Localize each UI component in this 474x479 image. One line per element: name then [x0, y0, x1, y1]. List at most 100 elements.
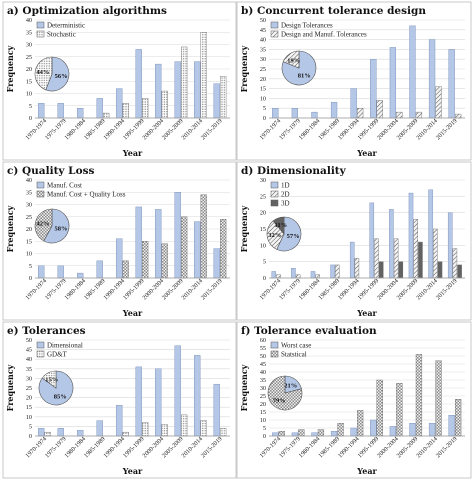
legend-label: Deterministic [47, 22, 85, 30]
bar-2d [335, 264, 340, 279]
bar-manuf-cost [135, 206, 142, 279]
y-tick-label: 30 [260, 177, 266, 184]
bar-deterministic [116, 88, 123, 119]
y-tick-label: 15 [260, 226, 266, 233]
y-tick-label: 25 [260, 193, 266, 200]
bar-stochastic [161, 90, 168, 119]
y-tick-label: 15 [26, 78, 32, 85]
bar-gd-t [220, 428, 227, 437]
legend-label: Design and Manuf. Tolerances [281, 31, 367, 39]
pie-slice-label: 15% [45, 377, 58, 384]
pie-inset: 85% 15% [38, 370, 74, 406]
bar-deterministic [155, 63, 162, 119]
legend-swatch [270, 181, 279, 189]
bar-design-and-manuf-tolerances [415, 111, 423, 119]
bar-gd-t [122, 431, 129, 437]
x-axis-label: Year [356, 466, 377, 476]
y-tick-label: 30 [260, 385, 266, 392]
bar-1d [447, 212, 453, 279]
bar-manuf-cost [96, 260, 103, 279]
pie-slice-label: 81% [298, 73, 311, 80]
y-tick-label: 35 [26, 366, 32, 373]
bar-manuf-cost-quality-loss [220, 218, 227, 279]
legend-label: 2D [281, 191, 290, 199]
pie-slice-label: 56% [55, 73, 68, 80]
bar-design-tolerances [330, 102, 338, 119]
bar-statstical [337, 423, 344, 437]
bar-deterministic [57, 103, 64, 119]
y-tick-label: 20 [260, 401, 266, 408]
y-axis-label: Frequency [239, 205, 249, 252]
bar-worst-case [448, 415, 455, 437]
legend-swatch [36, 181, 45, 189]
y-axis-label: Frequency [239, 364, 249, 411]
bar-3d [437, 261, 443, 279]
pie-slice [282, 50, 300, 69]
pie-slice-label: 32% [268, 232, 281, 239]
y-tick-label: 15 [260, 409, 266, 416]
bar-design-and-manuf-tolerances [396, 111, 403, 119]
bar-worst-case [409, 423, 416, 437]
bar-worst-case [330, 431, 338, 437]
pie-slice-label: 58% [55, 225, 68, 232]
y-tick-label: 55 [260, 345, 266, 352]
legend-label: Worst case [281, 342, 311, 350]
bar-design-tolerances [389, 47, 397, 119]
bar-3d [378, 261, 384, 279]
y-tick-label: 50 [260, 353, 266, 360]
panel-2: b) Concurrent tolerance design 0 5 10 15 20 25… [236, 1, 472, 161]
bar-dimensional [116, 405, 123, 437]
panel-title: f) Tolerance evaluation [241, 325, 377, 337]
bar-statstical [298, 429, 305, 437]
pie-slice [45, 56, 70, 92]
bar-dimensional [57, 428, 64, 437]
bar-statstical [415, 354, 423, 437]
y-tick-label: 40 [260, 369, 266, 376]
y-axis-label: Frequency [5, 364, 15, 411]
bar-manuf-cost [155, 209, 162, 279]
bar-deterministic [38, 103, 45, 119]
pie-slice [34, 56, 53, 91]
x-axis-label: Year [122, 148, 143, 158]
bar-design-tolerances [350, 88, 357, 119]
legend-swatch [270, 199, 279, 207]
pie-slice [41, 370, 57, 389]
bar-1d [349, 241, 355, 279]
bar-manuf-cost-quality-loss [122, 260, 129, 279]
bar-manuf-cost [57, 265, 64, 279]
pie-inset: 58% 42% [34, 208, 70, 244]
bar-1d [369, 202, 375, 279]
bar-design-tolerances [428, 39, 436, 119]
bar-1d [330, 264, 335, 279]
legend-label: Manuf. Cost + Quality Loss [47, 191, 126, 199]
pie-slice [276, 216, 302, 252]
y-tick-label: 25 [260, 66, 266, 73]
panel-3: c) Quality Loss 0 5 10 15 20 25 30 35 40 Frequency… [2, 161, 237, 321]
legend-label: Design Tolerances [281, 22, 333, 30]
bar-2d [374, 238, 379, 279]
x-axis-label: Year [122, 466, 143, 476]
bar-2d [452, 248, 458, 279]
legend-swatch [36, 341, 45, 349]
bar-dimensional [155, 368, 162, 437]
bar-3d [418, 241, 423, 279]
legend-label: Manuf. Cost [47, 182, 82, 190]
legend-label: GD&T [47, 351, 68, 359]
y-tick-label: 20 [260, 210, 266, 217]
bar-1d [271, 271, 277, 279]
y-tick-label: 35 [260, 377, 266, 384]
y-tick-label: 35 [260, 46, 266, 53]
bar-design-and-manuf-tolerances [376, 100, 383, 119]
bar-1d [428, 189, 433, 279]
bar-manuf-cost-quality-loss [142, 241, 149, 279]
panel-title: c) Quality Loss [7, 165, 94, 177]
y-tick-label: 0 [263, 115, 266, 122]
y-tick-label: 0 [263, 433, 266, 440]
bar-design-tolerances [409, 25, 416, 119]
bar-dimensional [135, 366, 142, 437]
legend-swatch [270, 341, 279, 349]
bar-worst-case [350, 427, 357, 437]
y-tick-label: 40 [26, 356, 32, 363]
